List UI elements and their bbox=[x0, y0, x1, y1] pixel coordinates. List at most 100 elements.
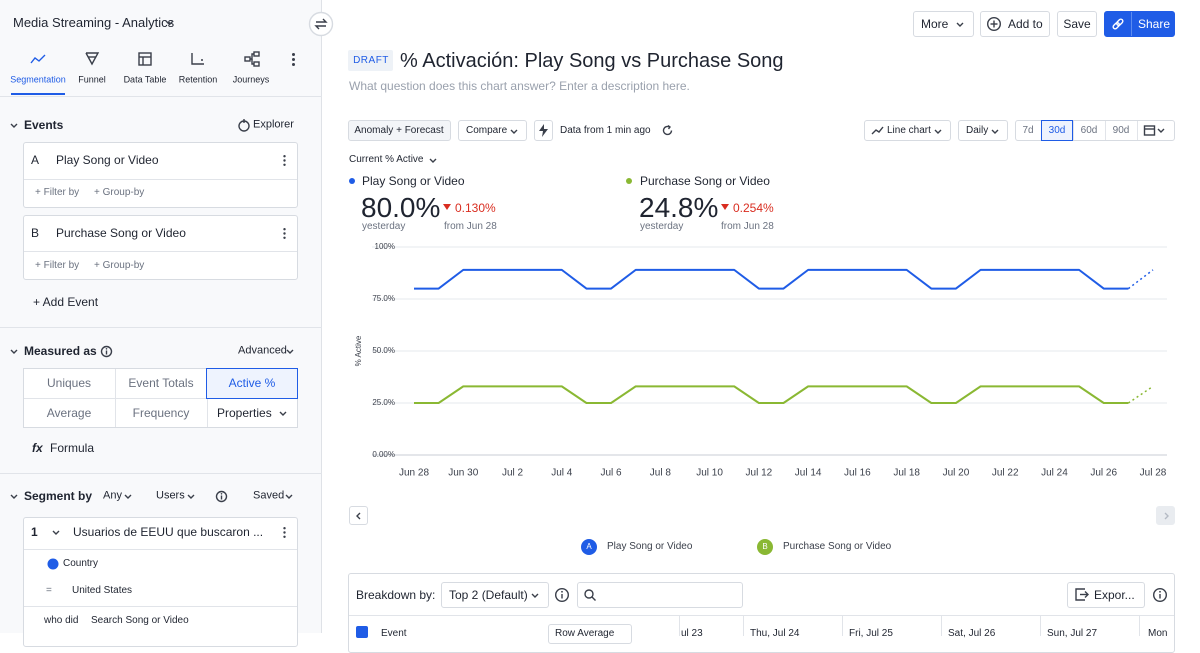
segment-value[interactable]: United States bbox=[72, 585, 133, 596]
lightning-icon bbox=[539, 124, 548, 137]
x-tick-label: Jul 10 bbox=[696, 468, 723, 479]
x-tick-label: Jul 6 bbox=[601, 468, 623, 479]
advanced-toggle[interactable]: Advanced bbox=[238, 344, 287, 357]
range-option[interactable]: 30d bbox=[1048, 125, 1066, 136]
measure-option[interactable]: Frequency bbox=[132, 405, 190, 420]
add-event[interactable]: + Add Event bbox=[33, 294, 99, 309]
breakdown-select[interactable]: Top 2 (Default) bbox=[449, 587, 528, 602]
legend-letter: A bbox=[586, 542, 592, 552]
dropdown[interactable]: Users bbox=[156, 489, 185, 502]
segment-name[interactable]: Usuarios de EEUU que buscaron ... bbox=[73, 524, 264, 539]
dropdown[interactable]: Saved bbox=[253, 489, 285, 502]
scroll-right[interactable] bbox=[1156, 506, 1175, 525]
group-link[interactable]: + Group-by bbox=[94, 260, 145, 271]
more-icon[interactable] bbox=[283, 155, 286, 166]
range-option[interactable]: 7d bbox=[1022, 125, 1034, 136]
forecast-line bbox=[1127, 385, 1154, 404]
measure-option[interactable]: Properties bbox=[217, 405, 272, 420]
draft-badge bbox=[348, 50, 393, 71]
chevron bbox=[531, 593, 539, 598]
tab[interactable]: Funnel bbox=[78, 74, 106, 85]
info-icon[interactable] bbox=[554, 587, 570, 603]
series-dot bbox=[349, 178, 355, 184]
button[interactable] bbox=[913, 11, 974, 37]
chevron bbox=[356, 512, 361, 520]
legend-label[interactable]: Play Song or Video bbox=[607, 541, 693, 552]
formula-link[interactable]: Formula bbox=[50, 440, 95, 455]
tab[interactable]: Data Table bbox=[123, 74, 167, 85]
collapse-toggle[interactable] bbox=[308, 11, 334, 37]
chevron bbox=[10, 123, 18, 128]
column-header: Sun, Jul 27 bbox=[1047, 628, 1098, 639]
metric-name: Play Song or Video bbox=[362, 173, 465, 188]
chart-type-button[interactable]: Line chart bbox=[887, 125, 931, 136]
measure-option[interactable]: Average bbox=[46, 405, 92, 420]
calendar-icon[interactable] bbox=[1143, 125, 1166, 136]
refresh-icon[interactable] bbox=[662, 124, 673, 136]
range-option[interactable]: 90d bbox=[1112, 125, 1130, 136]
measure-option[interactable]: Uniques bbox=[46, 375, 92, 390]
info-icon[interactable] bbox=[1152, 587, 1168, 603]
chevron bbox=[510, 129, 518, 134]
dropdown[interactable]: Any bbox=[103, 489, 122, 502]
column-header[interactable]: Row Average bbox=[555, 628, 615, 639]
more-icon[interactable] bbox=[292, 53, 295, 66]
range-option[interactable]: 60d bbox=[1080, 125, 1098, 136]
more-icon[interactable] bbox=[283, 527, 286, 538]
button[interactable] bbox=[958, 120, 1008, 141]
export-button[interactable]: Expor... bbox=[1094, 587, 1135, 602]
legend-label[interactable]: Purchase Song or Video bbox=[783, 541, 892, 552]
y-tick-label: 75.0% bbox=[372, 294, 395, 303]
event-name[interactable]: Purchase Song or Video bbox=[56, 225, 186, 240]
divider bbox=[941, 616, 942, 636]
metric-selector[interactable]: Current % Active bbox=[349, 154, 424, 165]
search-input[interactable] bbox=[577, 582, 743, 608]
button[interactable] bbox=[864, 120, 951, 141]
filter-link[interactable]: + Filter by bbox=[35, 260, 80, 271]
filter-link[interactable]: + Filter by bbox=[35, 187, 80, 198]
explorer-link[interactable]: Explorer bbox=[253, 118, 294, 131]
tab[interactable]: Journeys bbox=[232, 74, 270, 85]
more-icon[interactable] bbox=[283, 228, 286, 239]
button[interactable] bbox=[348, 120, 451, 141]
down-arrow bbox=[721, 204, 729, 210]
button[interactable] bbox=[1057, 11, 1097, 37]
divider bbox=[0, 327, 322, 328]
tab[interactable]: Retention bbox=[178, 74, 218, 85]
more-button[interactable]: More bbox=[921, 16, 949, 31]
metric-value: 24.8% bbox=[639, 192, 719, 224]
link-icon bbox=[1112, 18, 1124, 30]
divider bbox=[1137, 121, 1138, 140]
button[interactable] bbox=[458, 120, 527, 141]
checkbox[interactable] bbox=[356, 626, 368, 638]
segment-card[interactable] bbox=[23, 517, 298, 647]
project-name[interactable]: Media Streaming - Analytics bbox=[13, 15, 175, 31]
segment-property[interactable]: Country bbox=[63, 558, 99, 569]
app: Media Streaming - Analytics Segmentation… bbox=[0, 0, 1175, 653]
x-tick-label: Jul 20 bbox=[943, 468, 970, 479]
info-icon[interactable] bbox=[215, 490, 228, 503]
legend-letter: B bbox=[762, 542, 768, 552]
segment-number: 1 bbox=[31, 524, 38, 539]
scroll-left[interactable] bbox=[349, 506, 368, 525]
chart-title[interactable]: % Activación: Play Song vs Purchase Song bbox=[400, 50, 784, 72]
event-card[interactable] bbox=[23, 142, 298, 208]
share-button[interactable]: Share bbox=[1138, 16, 1171, 31]
interval-button[interactable]: Daily bbox=[966, 125, 989, 136]
segment-event[interactable]: Search Song or Video bbox=[91, 615, 189, 626]
tab-underline bbox=[11, 93, 65, 95]
tab[interactable]: Segmentation bbox=[10, 74, 66, 85]
event-card[interactable] bbox=[23, 215, 298, 280]
compare-button[interactable]: Compare bbox=[466, 125, 508, 136]
divider bbox=[842, 616, 843, 636]
info-icon[interactable] bbox=[100, 345, 113, 358]
dropdown[interactable] bbox=[441, 582, 549, 608]
measure-option[interactable]: Event Totals bbox=[128, 375, 194, 390]
anomaly-button[interactable]: Anomaly + Forecast bbox=[354, 125, 444, 136]
group-link[interactable]: + Group-by bbox=[94, 187, 145, 198]
chart-description[interactable]: What question does this chart answer? En… bbox=[349, 78, 690, 93]
add-to-button[interactable]: Add to bbox=[1008, 16, 1043, 31]
event-name[interactable]: Play Song or Video bbox=[56, 152, 159, 167]
measure-option[interactable]: Active % bbox=[228, 375, 276, 390]
save-button[interactable]: Save bbox=[1063, 16, 1091, 31]
